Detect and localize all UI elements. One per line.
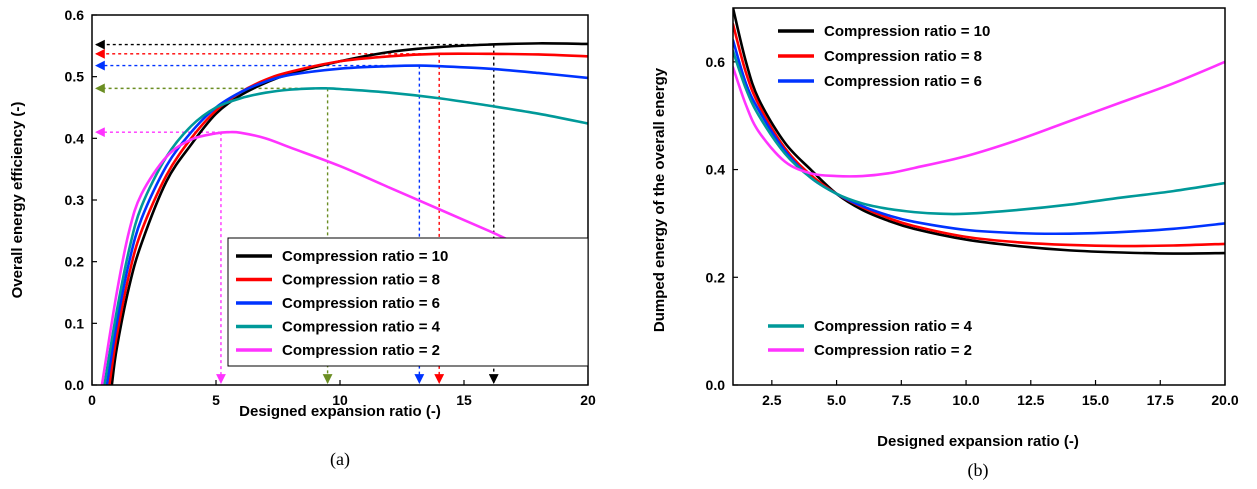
panel-b-xtick-label: 12.5	[1017, 392, 1044, 408]
panel-a-legend-label: Compression ratio = 8	[282, 272, 440, 289]
panel-b-xtick-label: 2.5	[762, 392, 782, 408]
panel-b-ytick-label: 0.4	[706, 162, 726, 178]
panel-b-legend-label: Compression ratio = 2	[814, 342, 972, 359]
panel-b-legend-label: Compression ratio = 4	[814, 318, 973, 335]
panel-a-xtick-label: 10	[332, 392, 348, 408]
panel-a-legend: Compression ratio = 10 Compression ratio …	[227, 237, 589, 367]
panel-a-series	[100, 42, 588, 385]
panel-b-xtick-label: 20.0	[1211, 392, 1238, 408]
panel-b-ylabel: Dumped energy of the overall energy	[651, 67, 668, 332]
panel-a-ytick-label: 0.4	[65, 130, 85, 146]
panel-a: 0 5 10 15 20 0.0 0.1 0.2 0.3 0.4 0.5 0.6 Compressio…	[9, 7, 596, 470]
panel-b-ytick-label: 0.6	[706, 54, 726, 70]
panel-a-legend-label: Compression ratio = 6	[282, 295, 440, 312]
panel-a-series-line-3	[105, 64, 588, 385]
panel-b-legend-label: Compression ratio = 6	[824, 73, 982, 90]
panel-b-xlabel: Designed expansion ratio (-)	[877, 433, 1079, 450]
panel-a-ytick-label: 0.1	[65, 315, 85, 331]
panel-a-xtick-label: 5	[212, 392, 220, 408]
panel-b-xtick-label: 17.5	[1147, 392, 1174, 408]
panel-a-xtick-label: 15	[456, 392, 472, 408]
panel-b-xtick-label: 7.5	[892, 392, 912, 408]
panel-a-ytick-label: 0.6	[65, 7, 85, 23]
panel-b-series-line-4	[733, 49, 1225, 216]
panel-a-series-line-5	[100, 130, 588, 385]
panel-b-ytick-label: 0.0	[706, 377, 726, 393]
panel-a-legend-box	[227, 237, 589, 367]
panel-a-ytick-label: 0.5	[65, 69, 85, 85]
panel-b-xtick-label: 5.0	[827, 392, 847, 408]
panel-a-frame	[91, 14, 589, 386]
panel-a-legend-label: Compression ratio = 10	[282, 248, 448, 265]
panel-a-xtick-label: 20	[580, 392, 596, 408]
panel-b-frame	[732, 7, 1226, 386]
panel-b-series-line-2	[733, 22, 1225, 248]
panel-b-legend-label: Compression ratio = 8	[824, 48, 982, 65]
panel-b-ytick-label: 0.2	[706, 269, 726, 285]
panel-a-ytick-label: 0.2	[65, 254, 85, 270]
panel-a-legend-label: Compression ratio = 4	[282, 319, 441, 336]
panel-a-series-line-1	[110, 42, 588, 385]
panel-b-xtick-label: 10.0	[952, 392, 979, 408]
panel-b-series-line-5	[733, 60, 1225, 178]
panel-b-series-line-1	[733, 8, 1225, 255]
panel-b-series-line-3	[733, 39, 1225, 236]
panel-a-ytick-label: 0.0	[65, 377, 85, 393]
panel-a-legend-label: Compression ratio = 2	[282, 342, 440, 359]
panel-a-ytick-label: 0.3	[65, 192, 85, 208]
panel-b: 2.5 5.0 7.5 10.0 12.5 15.0 17.5 20.0 0.0 0.2 0.4 0.…	[651, 7, 1239, 481]
panel-a-caption: (a)	[330, 449, 350, 470]
panel-b-legend-label: Compression ratio = 10	[824, 23, 990, 40]
panel-b-series	[733, 8, 1225, 255]
panel-b-legend: Compression ratio = 10 Compression ratio …	[768, 23, 990, 359]
panel-b-caption: (b)	[968, 460, 989, 481]
panel-a-ylabel: Overall energy efficiency (-)	[9, 102, 26, 299]
panel-a-series-line-4	[103, 86, 588, 385]
panel-b-xtick-label: 15.0	[1082, 392, 1109, 408]
panel-a-xlabel: Designed expansion ratio (-)	[239, 403, 441, 420]
panel-a-xtick-label: 0	[88, 392, 96, 408]
